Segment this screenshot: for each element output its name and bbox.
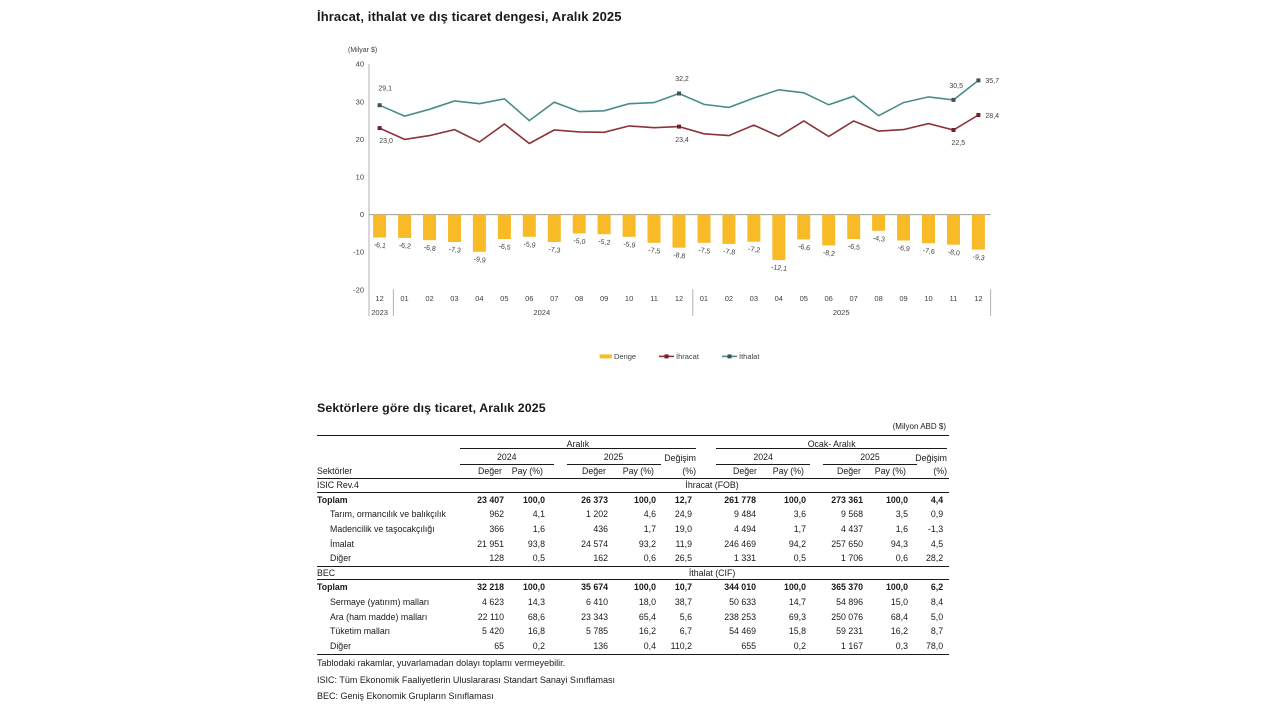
svg-text:02: 02 (725, 294, 733, 303)
svg-text:04: 04 (475, 294, 483, 303)
svg-text:2024: 2024 (533, 308, 550, 317)
svg-text:2023: 2023 (371, 308, 388, 317)
svg-text:12: 12 (675, 294, 683, 303)
svg-text:-8,0: -8,0 (947, 249, 960, 258)
svg-text:2025: 2025 (833, 308, 850, 317)
svg-text:-7,5: -7,5 (698, 247, 711, 256)
svg-text:İhracat: İhracat (676, 352, 700, 361)
svg-text:-5,9: -5,9 (523, 241, 536, 250)
svg-text:29,1: 29,1 (378, 86, 392, 93)
svg-text:-8,8: -8,8 (673, 252, 686, 261)
svg-text:12: 12 (974, 294, 982, 303)
svg-text:35,7: 35,7 (985, 78, 999, 85)
svg-text:11: 11 (650, 294, 658, 303)
svg-text:-6,2: -6,2 (398, 242, 411, 251)
svg-text:11: 11 (950, 294, 958, 303)
svg-text:-6,5: -6,5 (498, 243, 511, 252)
svg-text:Denge: Denge (614, 352, 636, 361)
svg-text:03: 03 (450, 294, 458, 303)
svg-text:04: 04 (775, 294, 783, 303)
svg-text:-6,9: -6,9 (897, 245, 910, 254)
svg-text:23,4: 23,4 (675, 137, 689, 144)
svg-text:22,5: 22,5 (951, 140, 965, 147)
svg-text:-5,9: -5,9 (623, 241, 636, 250)
svg-text:28,4: 28,4 (985, 113, 999, 120)
svg-text:08: 08 (874, 294, 882, 303)
svg-text:03: 03 (750, 294, 758, 303)
svg-text:23,0: 23,0 (379, 138, 393, 145)
svg-text:İthalat: İthalat (739, 352, 760, 361)
svg-text:-7,3: -7,3 (448, 246, 461, 255)
svg-text:40: 40 (356, 60, 364, 69)
svg-text:-7,8: -7,8 (723, 248, 736, 257)
svg-text:-8,2: -8,2 (822, 250, 835, 259)
svg-text:10: 10 (625, 294, 633, 303)
svg-text:-12,1: -12,1 (771, 264, 788, 273)
svg-text:10: 10 (356, 173, 364, 182)
svg-text:02: 02 (425, 294, 433, 303)
svg-text:06: 06 (525, 294, 533, 303)
svg-text:-6,5: -6,5 (847, 243, 860, 252)
svg-text:32,2: 32,2 (675, 76, 689, 83)
svg-text:07: 07 (550, 294, 558, 303)
svg-text:0: 0 (360, 210, 364, 219)
svg-text:-5,0: -5,0 (573, 238, 586, 247)
svg-text:30,5: 30,5 (949, 83, 963, 90)
svg-text:-9,9: -9,9 (473, 256, 486, 265)
svg-text:12: 12 (375, 294, 383, 303)
svg-text:01: 01 (700, 294, 708, 303)
svg-text:-7,5: -7,5 (648, 247, 661, 256)
svg-text:07: 07 (849, 294, 857, 303)
svg-text:09: 09 (600, 294, 608, 303)
svg-text:-7,2: -7,2 (748, 246, 761, 255)
svg-text:-6,6: -6,6 (798, 244, 811, 253)
svg-text:-9,3: -9,3 (972, 254, 985, 263)
svg-text:-5,2: -5,2 (598, 238, 611, 247)
svg-text:-7,6: -7,6 (922, 247, 935, 256)
svg-text:06: 06 (825, 294, 833, 303)
svg-text:20: 20 (356, 135, 364, 144)
svg-text:08: 08 (575, 294, 583, 303)
svg-text:30: 30 (356, 97, 364, 106)
svg-text:-6,1: -6,1 (373, 242, 386, 251)
svg-text:10: 10 (924, 294, 932, 303)
svg-text:05: 05 (800, 294, 808, 303)
svg-text:09: 09 (899, 294, 907, 303)
svg-text:-20: -20 (353, 285, 364, 294)
svg-text:-4,3: -4,3 (872, 235, 885, 244)
svg-text:-6,8: -6,8 (423, 244, 436, 253)
svg-text:(Milyar $): (Milyar $) (348, 47, 377, 54)
svg-text:01: 01 (400, 294, 408, 303)
svg-text:-7,3: -7,3 (548, 246, 561, 255)
svg-text:05: 05 (500, 294, 508, 303)
svg-text:-10: -10 (353, 248, 364, 257)
